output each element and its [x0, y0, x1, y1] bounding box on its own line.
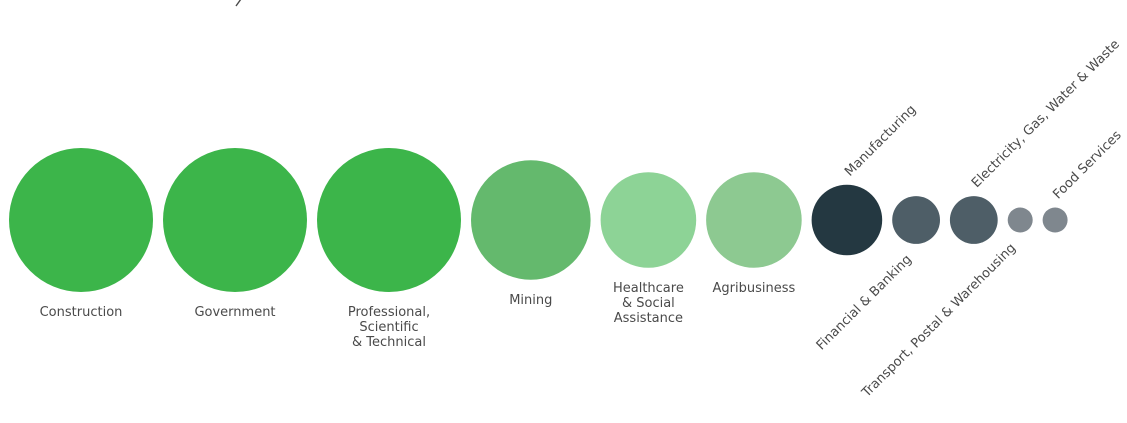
clipped-title-fragment: [235, 0, 242, 7]
bubble: [892, 196, 940, 244]
bubble-label: Construction: [40, 305, 123, 320]
bubble-label: Mining: [509, 293, 552, 308]
bubble: [471, 160, 591, 280]
bubble: [1007, 207, 1033, 233]
bubble: [600, 172, 697, 268]
bubble: [317, 148, 461, 292]
bubble-label: Transport, Postal & Warehousing: [859, 241, 1019, 401]
bubble-label: Food Services: [1050, 128, 1124, 202]
bubble-label: Government: [194, 305, 275, 320]
bubble: [9, 148, 153, 292]
bubble-label: Agribusiness: [713, 281, 796, 296]
bubble-label: Healthcare & Social Assistance: [613, 281, 684, 326]
bubble-label: Professional, Scientific & Technical: [348, 305, 430, 350]
bubble: [1042, 207, 1068, 233]
bubble-label: Electricity, Gas, Water & Waste: [969, 37, 1123, 191]
bubbles: [9, 148, 1068, 292]
bubble: [706, 172, 802, 268]
bubble: [163, 148, 307, 292]
bubble: [811, 184, 883, 256]
bubble-label: Manufacturing: [842, 102, 919, 179]
bubble: [949, 196, 998, 244]
bubble-label: Financial & Banking: [814, 252, 915, 353]
